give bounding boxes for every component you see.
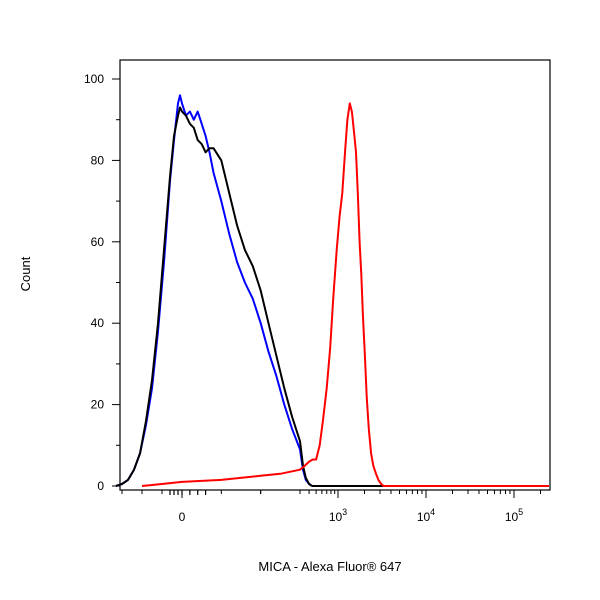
x-tick-label: 103 xyxy=(329,507,347,524)
y-tick-label: 60 xyxy=(91,235,105,249)
y-tick-label: 100 xyxy=(84,72,104,86)
y-tick-label: 80 xyxy=(91,153,105,167)
series-line-3 xyxy=(141,102,549,487)
x-tick-label: 105 xyxy=(505,507,523,524)
x-axis: 0 103 104 105 xyxy=(121,490,541,524)
y-axis: 0 20 40 60 80 100 xyxy=(84,72,120,493)
y-tick-label: 20 xyxy=(91,398,105,412)
y-axis-title: Count xyxy=(18,256,33,291)
series-line-1 xyxy=(115,94,549,487)
y-tick-label: 0 xyxy=(97,479,104,493)
series-group xyxy=(115,94,549,487)
y-tick-label: 40 xyxy=(91,316,105,330)
x-tick-label: 0 xyxy=(179,510,186,524)
x-axis-title: MICA - Alexa Fluor® 647 xyxy=(258,559,401,574)
x-tick-label: 104 xyxy=(417,507,435,524)
